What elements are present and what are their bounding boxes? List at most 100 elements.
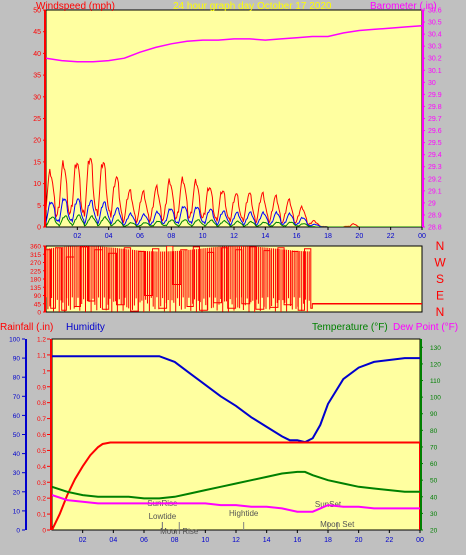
humidity-tick-label: 40	[13, 451, 21, 458]
rain-tick-label: 0.1	[37, 512, 46, 519]
y-left-tick-label: 30	[33, 94, 41, 101]
left-axis-label: Windspeed (mph)	[36, 1, 115, 12]
chart-title: 24 hour graph day October 17 2020	[173, 1, 332, 12]
plot-area	[45, 9, 423, 228]
rain-tick-label: 0	[42, 528, 46, 535]
temp-tick-label: 30	[430, 511, 438, 518]
rain-tick-label: 0.4	[37, 464, 46, 471]
y-left-tick-label: 25	[33, 116, 41, 123]
humidity-tick-label: 80	[13, 375, 21, 382]
rain-tick-label: 1.1	[37, 352, 46, 359]
rainfall-axis-label: Rainfall (.in)	[0, 322, 53, 333]
humidity-tick-label: 50	[13, 432, 21, 439]
rain-tick-label: 0.5	[37, 448, 46, 455]
humidity-tick-label: 70	[13, 394, 21, 401]
y-right-tick-label: 29.4	[428, 152, 442, 159]
y-right-tick-label: 30.5	[428, 20, 442, 27]
x-tick-label: 04	[109, 537, 117, 544]
y-right-tick-label: 29.1	[428, 188, 442, 195]
windspeed-average-line	[46, 197, 422, 227]
y-left-tick-label: 315	[30, 252, 41, 259]
x-tick-label: 14	[263, 537, 271, 544]
y-left-tick-label: 225	[30, 268, 41, 275]
humidity-tick-label: 90	[13, 356, 21, 363]
wind-barometer-panel: 0 5 10 15 20 25 30 35 40 45 50 28.8 28.9 29 29.1 29.2 29…	[33, 1, 442, 240]
x-tick-label: 20	[355, 537, 363, 544]
y-left-tick-label: 0	[37, 225, 41, 232]
humidity-axis-label: Humidity	[66, 322, 105, 333]
humidity-tick-label: 30	[13, 470, 21, 477]
y-right-tick-label: 29.9	[428, 92, 442, 99]
x-tick-label: 08	[167, 233, 175, 240]
x-tick-label: 00	[418, 233, 426, 240]
y-left-tick-label: 270	[30, 260, 41, 267]
temp-tick-label: 50	[430, 478, 438, 485]
rain-tick-label: 0.7	[37, 416, 46, 423]
x-tick-label: 22	[387, 233, 395, 240]
x-tick-label: 00	[416, 537, 424, 544]
y-left-tick-label: 180	[30, 277, 41, 284]
temp-tick-label: 20	[430, 528, 438, 535]
compass-label-n: N	[436, 239, 445, 253]
humidity-tick-label: 100	[9, 337, 20, 344]
y-left-tick-label: 10	[33, 181, 41, 188]
y-left-tick-label: 90	[34, 293, 42, 300]
rainfall-line	[52, 441, 420, 530]
y-right-tick-label: 30.3	[428, 44, 442, 51]
y-right-tick-label: 29.7	[428, 116, 442, 123]
rain-tick-label: 0.8	[37, 400, 46, 407]
y-right-tick-label: 30.1	[428, 68, 442, 75]
humidity-tick-label: 20	[13, 489, 21, 496]
temp-tick-label: 90	[430, 411, 438, 418]
x-tick-label: 20	[355, 233, 363, 240]
plot-area	[51, 338, 421, 531]
temperature-axis-label: Temperature (°F)	[312, 322, 388, 333]
x-tick-label: 12	[230, 233, 238, 240]
y-left-tick-label: 40	[33, 51, 41, 58]
y-left-tick-label: 135	[30, 285, 41, 292]
temp-tick-label: 70	[430, 444, 438, 451]
y-left-tick-label: 35	[33, 73, 41, 80]
y-right-tick-label: 29.5	[428, 140, 442, 147]
temp-tick-label: 80	[430, 428, 438, 435]
x-tick-label: 18	[324, 537, 332, 544]
temp-tick-label: 40	[430, 494, 438, 501]
x-tick-label: 16	[293, 233, 301, 240]
humidity-tick-label: 10	[13, 508, 21, 515]
x-tick-label: 14	[261, 233, 269, 240]
x-tick-label: 06	[136, 233, 144, 240]
y-right-tick-label: 29.8	[428, 104, 442, 111]
y-left-tick-label: 5	[37, 203, 41, 210]
rain-tick-label: 0.3	[37, 480, 46, 487]
y-left-tick-label: 45	[34, 301, 42, 308]
humidity-tick-label: 60	[13, 413, 21, 420]
annotation-label: Moon Set	[320, 520, 355, 529]
temp-tick-label: 130	[430, 345, 441, 352]
y-right-tick-label: 30.2	[428, 56, 442, 63]
x-tick-label: 08	[171, 537, 179, 544]
y-left-tick-label: 50	[33, 8, 41, 15]
windspeed-min-line	[46, 214, 422, 227]
annotation-label: Moon Rise	[160, 527, 199, 536]
rain-tick-label: 1.2	[37, 337, 46, 344]
y-right-tick-label: 29.6	[428, 128, 442, 135]
rain-tick-label: 1	[42, 368, 46, 375]
compass-label-n: N	[436, 305, 445, 319]
dewpoint-axis-label: Dew Point (°F)	[393, 322, 458, 333]
y-left-tick-label: 15	[33, 159, 41, 166]
y-right-tick-label: 29.3	[428, 164, 442, 171]
x-tick-label: 06	[140, 537, 148, 544]
y-left-tick-label: 45	[33, 29, 41, 36]
barometer-line	[46, 24, 422, 63]
temp-tick-label: 120	[430, 361, 441, 368]
temperature-line	[52, 470, 420, 500]
y-right-tick-label: 28.9	[428, 212, 442, 219]
wind-direction-line	[46, 246, 422, 312]
rain-tick-label: 0.6	[37, 432, 46, 439]
y-right-tick-label: 30.6	[428, 8, 442, 15]
x-tick-label: 04	[105, 233, 113, 240]
x-tick-label: 18	[324, 233, 332, 240]
y-right-tick-label: 30	[428, 80, 436, 87]
